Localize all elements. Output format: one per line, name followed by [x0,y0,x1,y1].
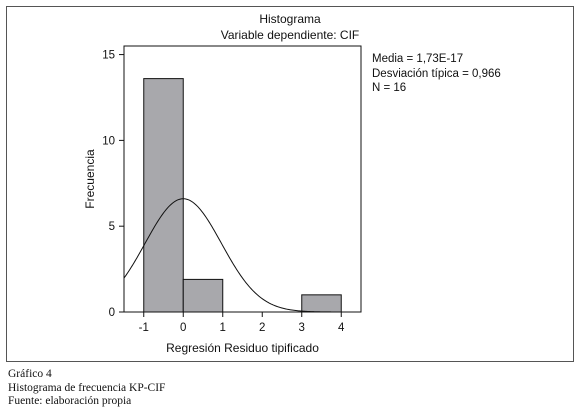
plot-area-frame [123,45,362,313]
y-axis-title: Frecuencia [83,149,97,209]
y-tick-label: 10 [102,135,115,147]
stat-mean: Media = 1,73E-17 [372,53,464,65]
histogram-bar-3 [301,294,342,313]
y-tick-label: 15 [102,50,115,62]
ticks-group: 0 5 10 15 -1 0 1 2 3 4 [102,50,345,334]
chart-title: Histograma [259,12,321,26]
x-tick-label: 1 [220,322,226,334]
x-tick-label: 3 [299,322,305,334]
caption-description: Histograma de frecuencia KP-CIF [8,381,166,394]
x-tick-label: 2 [259,322,265,334]
x-axis-title: Regresión Residuo tipificado [166,341,319,355]
y-tick-label: 0 [109,307,115,319]
axes-group [123,45,362,313]
stat-n: N = 16 [372,82,407,94]
caption-source: Fuente: elaboración propia [8,395,132,407]
stats-box: Media = 1,73E-17 Desviación típica = 0,9… [372,52,501,96]
histogram-bar-2 [182,278,224,313]
x-tick-label: -1 [139,322,149,334]
bars-group [143,78,342,313]
figure-caption: Gráfico 4 Histograma de frecuencia KP-CI… [8,368,165,409]
histogram-bar-1 [143,78,184,313]
y-tick-label: 5 [109,221,115,233]
figure-frame [6,6,574,362]
x-tick-label: 4 [338,322,345,334]
stat-std-dev: Desviación típica = 0,966 [372,67,501,80]
chart-subtitle: Variable dependiente: CIF [220,28,360,42]
caption-figure-number: Gráfico 4 [8,368,52,380]
x-tick-label: 0 [180,322,186,334]
